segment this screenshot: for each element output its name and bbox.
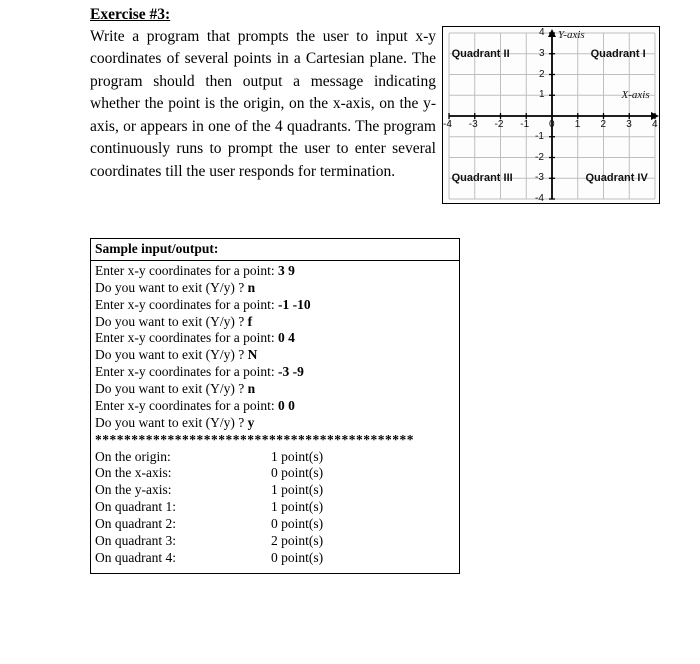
quadrant-3-label: Quadrant III — [452, 172, 513, 184]
io-prompt: Do you want to exit (Y/y) ? — [95, 314, 248, 329]
summary-value: 1 point(s) — [245, 499, 323, 516]
io-prompt: Enter x-y coordinates for a point: — [95, 330, 278, 345]
summary-line: On quadrant 2:0 point(s) — [95, 516, 455, 533]
io-answer: N — [248, 347, 258, 362]
sample-header: Sample input/output: — [91, 239, 459, 261]
summary-line: On quadrant 1:1 point(s) — [95, 499, 455, 516]
io-answer: 3 9 — [278, 263, 295, 278]
io-prompt: Do you want to exit (Y/y) ? — [95, 381, 248, 396]
tick-label: -3 — [469, 119, 478, 130]
io-answer: 0 0 — [278, 398, 295, 413]
tick-label: 4 — [652, 119, 658, 130]
quadrant-1-label: Quadrant I — [591, 48, 646, 60]
io-prompt: Enter x-y coordinates for a point: — [95, 364, 278, 379]
cartesian-graph: Y-axis X-axis Quadrant II Quadrant I Qua… — [442, 26, 660, 204]
tick-label: -4 — [535, 193, 544, 204]
quadrant-4-label: Quadrant IV — [585, 172, 647, 184]
tick-label: 3 — [539, 48, 545, 59]
io-prompt: Enter x-y coordinates for a point: — [95, 297, 278, 312]
sample-io-box: Sample input/output: Enter x-y coordinat… — [90, 238, 460, 574]
tick-label: 2 — [539, 69, 545, 80]
summary-line: On quadrant 3:2 point(s) — [95, 533, 455, 550]
summary-label: On quadrant 2: — [95, 516, 245, 533]
io-prompt: Enter x-y coordinates for a point: — [95, 263, 278, 278]
io-prompt: Do you want to exit (Y/y) ? — [95, 347, 248, 362]
tick-label: -2 — [535, 152, 544, 163]
summary-value: 0 point(s) — [245, 465, 323, 482]
tick-label: -3 — [535, 172, 544, 183]
summary-label: On quadrant 4: — [95, 550, 245, 567]
io-answer: y — [248, 415, 255, 430]
summary-label: On the origin: — [95, 449, 245, 466]
summary-label: On the x-axis: — [95, 465, 245, 482]
io-line: Do you want to exit (Y/y) ? f — [95, 314, 455, 331]
divider-stars: ****************************************… — [95, 432, 455, 449]
io-line: Enter x-y coordinates for a point: 3 9 — [95, 263, 455, 280]
io-answer: f — [248, 314, 253, 329]
io-answer: n — [248, 280, 256, 295]
summary-value: 0 point(s) — [245, 516, 323, 533]
y-axis-label: Y-axis — [558, 29, 585, 41]
summary-line: On the y-axis:1 point(s) — [95, 482, 455, 499]
io-line: Enter x-y coordinates for a point: 0 0 — [95, 398, 455, 415]
io-answer: -1 -10 — [278, 297, 311, 312]
exercise-heading: Exercise #3: — [90, 6, 660, 24]
tick-label: 2 — [601, 119, 607, 130]
tick-label: -1 — [520, 119, 529, 130]
tick-label: -2 — [495, 119, 504, 130]
summary-value: 2 point(s) — [245, 533, 323, 550]
summary-line: On the origin:1 point(s) — [95, 449, 455, 466]
tick-label: -1 — [535, 131, 544, 142]
summary-label: On quadrant 1: — [95, 499, 245, 516]
io-line: Do you want to exit (Y/y) ? y — [95, 415, 455, 432]
io-line: Do you want to exit (Y/y) ? n — [95, 381, 455, 398]
io-answer: -3 -9 — [278, 364, 304, 379]
summary-line: On quadrant 4:0 point(s) — [95, 550, 455, 567]
io-line: Do you want to exit (Y/y) ? n — [95, 280, 455, 297]
tick-label: 4 — [539, 27, 545, 38]
x-axis-label: X-axis — [622, 89, 650, 101]
tick-label: 1 — [575, 119, 581, 130]
io-line: Enter x-y coordinates for a point: -3 -9 — [95, 364, 455, 381]
quadrant-2-label: Quadrant II — [452, 48, 510, 60]
sample-body: Enter x-y coordinates for a point: 3 9Do… — [91, 261, 459, 573]
io-prompt: Enter x-y coordinates for a point: — [95, 398, 278, 413]
io-line: Enter x-y coordinates for a point: -1 -1… — [95, 297, 455, 314]
io-answer: 0 4 — [278, 330, 295, 345]
tick-label: -4 — [443, 119, 452, 130]
summary-value: 1 point(s) — [245, 449, 323, 466]
io-line: Enter x-y coordinates for a point: 0 4 — [95, 330, 455, 347]
summary-value: 1 point(s) — [245, 482, 323, 499]
tick-label: 1 — [539, 89, 545, 100]
summary-line: On the x-axis:0 point(s) — [95, 465, 455, 482]
tick-label: 3 — [626, 119, 632, 130]
io-line: Do you want to exit (Y/y) ? N — [95, 347, 455, 364]
io-prompt: Do you want to exit (Y/y) ? — [95, 280, 248, 295]
summary-label: On quadrant 3: — [95, 533, 245, 550]
io-prompt: Do you want to exit (Y/y) ? — [95, 415, 248, 430]
summary-value: 0 point(s) — [245, 550, 323, 567]
tick-label: 0 — [549, 119, 555, 130]
io-answer: n — [248, 381, 256, 396]
summary-label: On the y-axis: — [95, 482, 245, 499]
